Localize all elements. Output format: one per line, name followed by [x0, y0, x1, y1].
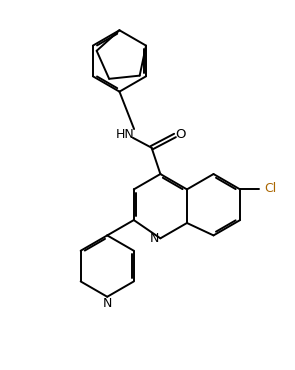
Text: N: N: [149, 232, 159, 245]
Text: N: N: [103, 297, 112, 310]
Text: HN: HN: [116, 128, 135, 141]
Text: O: O: [176, 128, 186, 141]
Text: Cl: Cl: [264, 182, 276, 195]
